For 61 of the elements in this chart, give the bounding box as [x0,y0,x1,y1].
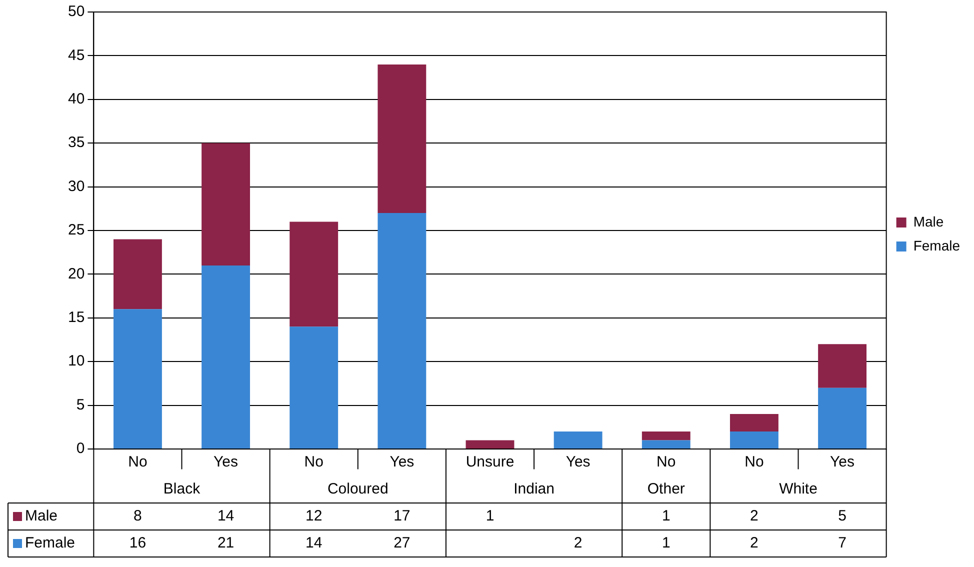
y-tick-label: 5 [76,396,85,414]
legend-label: Male [913,213,944,230]
bar [642,432,690,440]
bar [114,239,162,310]
data-label: 16 [129,534,146,552]
y-tick-label: 25 [68,222,85,239]
bar [202,143,250,266]
x-tick-label: No [744,454,764,471]
bar [114,309,162,448]
x-tick-label: Yes [830,454,855,471]
data-label: 5 [838,508,846,525]
x-tick-label: No [656,454,676,471]
y-tick-label: 10 [68,352,85,370]
data-label: 2 [574,534,582,552]
text: Other [647,480,685,498]
data-label: 21 [217,534,234,552]
data-label: 7 [838,534,846,552]
bar [378,64,426,214]
text: Male [25,508,58,525]
data-label: 8 [134,508,142,525]
text: White [779,480,818,498]
data-label: 14 [217,508,234,525]
y-tick-label: 20 [68,265,85,282]
y-tick-label: 0 [76,440,85,458]
bar [466,440,514,448]
data-label: 27 [394,534,410,552]
data-label: 17 [394,508,410,525]
y-tick-label: 45 [68,46,85,64]
data-label: 2 [750,508,758,525]
x-tick-label: Yes [214,454,238,471]
data-label: 12 [306,508,322,525]
text: Indian [514,480,554,498]
data-label: 1 [662,508,670,525]
bar [378,213,426,448]
data-label: 1 [486,508,494,525]
y-tick-label: 35 [68,134,85,152]
bar [290,326,338,448]
text: Coloured [327,480,388,498]
data-label: 1 [662,534,670,552]
bar [818,388,866,448]
data-label: 14 [306,534,322,552]
bar [290,222,338,327]
x-tick-label: No [304,454,324,471]
y-tick-label: 40 [68,90,85,108]
bar [730,414,778,432]
x-tick-label: Yes [566,454,590,471]
bar [202,265,250,448]
text: Female [25,534,76,552]
y-tick-label: 50 [68,3,85,20]
data-label: 2 [750,534,758,552]
text: Black [163,480,201,498]
y-tick-label: 15 [68,309,85,326]
bar [730,432,778,448]
x-tick-label: No [128,454,148,471]
legend-label: Female [913,237,960,254]
x-tick-label: Unsure [466,454,514,471]
bar [554,432,602,448]
y-tick-label: 30 [68,178,85,195]
x-tick-label: Yes [390,454,414,471]
bar [818,344,866,388]
bar [642,440,690,448]
